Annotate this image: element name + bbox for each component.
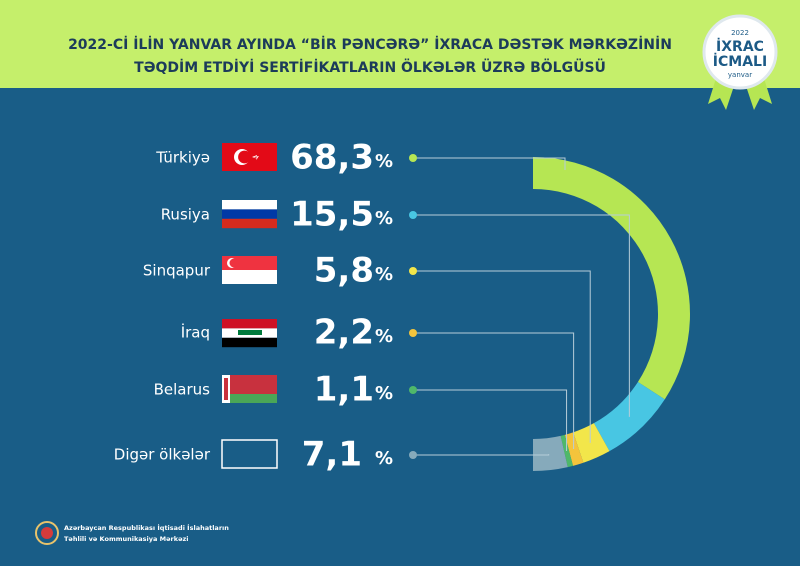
value-label: 68,3 [290, 138, 374, 178]
footer-text: Azərbaycan Respublikası İqtisadi İslahat… [64, 523, 229, 532]
value-label: 7,1 [302, 435, 362, 475]
percent-sign: % [375, 151, 393, 172]
legend-dot [409, 386, 417, 394]
leader-line [413, 389, 568, 451]
leader-line [413, 332, 575, 450]
badge: 2022 İXRAC İCMALI yanvar [702, 14, 778, 110]
flag-turkey [222, 143, 277, 171]
donut-segment [533, 157, 690, 400]
leader-line [413, 214, 630, 417]
legend-dot [409, 267, 417, 275]
percent-sign: % [375, 326, 393, 347]
footer-text: Təhlili və Kommunikasiya Mərkəzi [64, 535, 189, 543]
badge-text: İXRAC [716, 38, 764, 55]
legend-dot [409, 154, 417, 162]
title-line: TƏQDİM ETDİYİ SERTİFİKATLARIN ÖLKƏLƏR ÜZ… [134, 58, 606, 76]
value-label: 15,5 [290, 195, 374, 235]
badge-text: İCMALI [713, 53, 767, 70]
percent-sign: % [375, 208, 393, 229]
header-band [0, 0, 800, 88]
legend-dot [409, 329, 417, 337]
category-label: Rusiya [161, 206, 210, 224]
value-label: 2,2 [314, 313, 374, 353]
badge-year: 2022 [731, 29, 749, 37]
percent-sign: % [375, 264, 393, 285]
category-label: Türkiyə [155, 149, 210, 167]
value-label: 5,8 [314, 251, 374, 291]
category-label: Belarus [154, 381, 211, 399]
leader-line [413, 157, 566, 170]
flag-other [221, 439, 278, 469]
donut-segment [564, 432, 584, 466]
logo [35, 521, 59, 545]
legend-dot [409, 211, 417, 219]
flag-singapore [222, 256, 277, 284]
value-label: 1,1 [314, 370, 374, 410]
flag-iraq [222, 319, 277, 348]
category-label: İraq [181, 323, 210, 342]
donut-segment [533, 435, 568, 471]
percent-sign: % [375, 448, 393, 469]
donut-segment [560, 434, 573, 468]
leader-line [413, 454, 550, 456]
category-label: Digər ölkələr [114, 446, 211, 464]
leader-line [413, 270, 591, 443]
title-line: 2022-Cİ İLİN YANVAR AYINDA “BİR PƏNCƏRƏ”… [68, 36, 672, 53]
percent-sign: % [375, 383, 393, 404]
donut-segment [573, 423, 610, 463]
category-label: Sinqapur [143, 262, 211, 280]
flag-russia [222, 200, 277, 229]
legend-dot [409, 451, 417, 459]
badge-month: yanvar [728, 71, 752, 79]
flag-belarus [222, 375, 277, 403]
